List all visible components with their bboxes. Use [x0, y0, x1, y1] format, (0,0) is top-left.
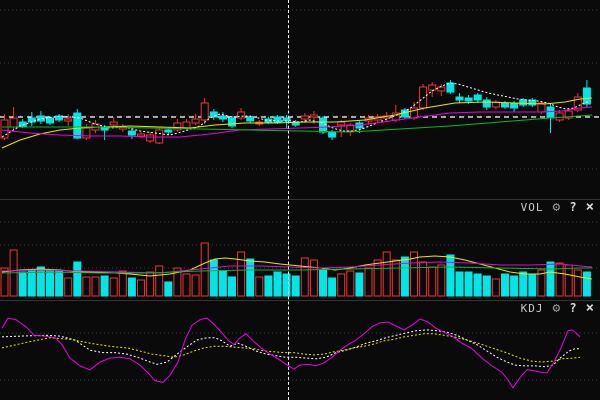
kdj-indicator-label: KDJ: [520, 301, 544, 315]
panel-separator-volume-kdj: [0, 300, 600, 301]
kdj-toolbar: KDJ ⚙ ? ×: [521, 301, 594, 315]
vol-settings-gear-icon[interactable]: ⚙: [552, 199, 561, 215]
kdj-close-icon[interactable]: ×: [585, 300, 594, 316]
vol-toolbar: VOL ⚙ ? ×: [521, 200, 594, 214]
kdj-settings-gear-icon[interactable]: ⚙: [552, 300, 561, 316]
vol-help-icon[interactable]: ?: [569, 200, 577, 214]
price-panel[interactable]: [0, 0, 600, 199]
panel-separator-price-volume: [0, 199, 600, 200]
kdj-help-icon[interactable]: ?: [569, 301, 577, 315]
volume-panel[interactable]: [0, 199, 600, 300]
vol-indicator-label: VOL: [520, 200, 544, 214]
vol-close-icon[interactable]: ×: [585, 199, 594, 215]
kdj-panel[interactable]: [0, 300, 600, 400]
